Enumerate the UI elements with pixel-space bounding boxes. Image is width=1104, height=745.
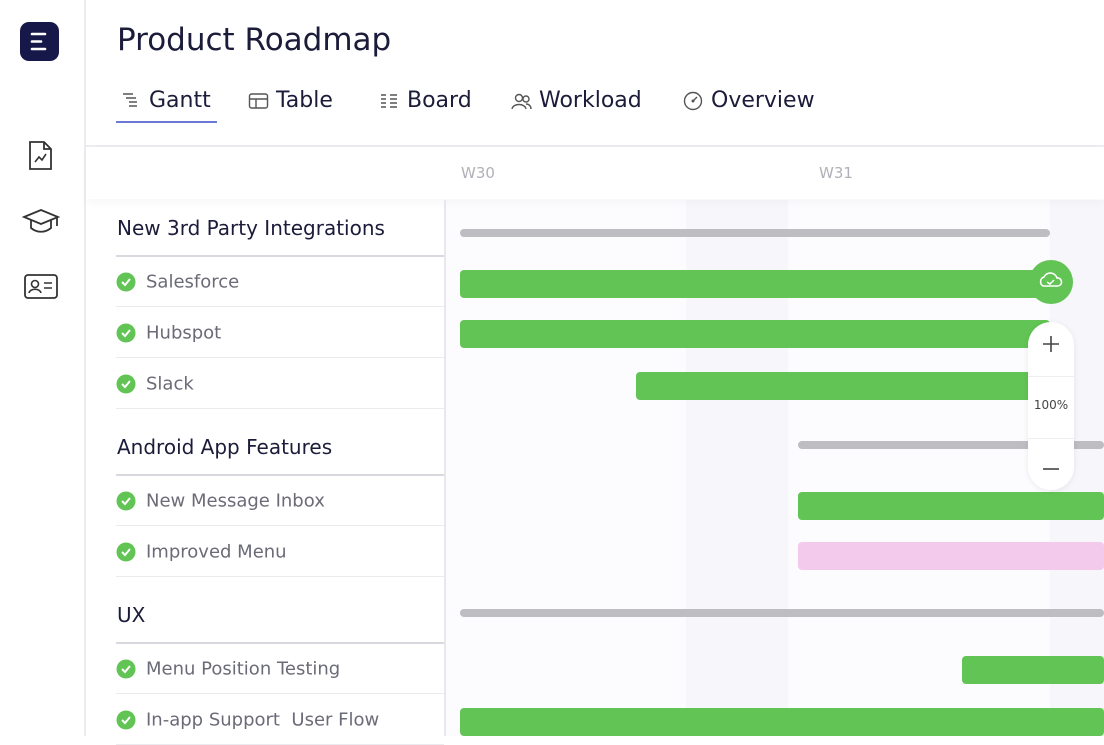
summary-bar [460,229,1050,237]
task-name[interactable]: New Message Inbox [146,490,325,512]
tab-underline [116,121,217,123]
row-divider [116,576,444,577]
group-divider [116,255,444,257]
tab[interactable]: Gantt [121,88,211,113]
page-title: Product Roadmap [117,22,392,58]
tab-icon [123,92,137,107]
task-bar[interactable] [636,372,1050,400]
tab-label: Table [276,88,333,113]
row-divider [116,357,444,358]
task-bar[interactable] [798,492,1104,520]
tab[interactable]: Workload [511,88,642,113]
check-icon [116,374,136,394]
tab[interactable]: Table [248,88,333,113]
week-label: W31 [819,164,853,182]
tab[interactable]: Overview [683,88,815,113]
check-icon [116,272,136,292]
check-icon [116,491,136,511]
check-icon [116,323,136,343]
check-icon [116,542,136,562]
week-header [86,147,1104,199]
group-title[interactable]: Android App Features [117,435,333,459]
task-name[interactable]: Salesforce [146,271,240,293]
logo[interactable] [20,22,59,61]
tab-icon [511,93,532,109]
group-title[interactable]: UX [117,603,146,627]
row-divider [116,693,444,694]
week-label: W30 [461,164,495,182]
contacts-icon[interactable] [23,273,59,301]
summary-bar [460,609,1104,617]
zoom-level: 100% [1033,398,1069,412]
check-icon [116,710,136,730]
group-title[interactable]: New 3rd Party Integrations [117,216,385,240]
row-divider [116,408,444,409]
task-name[interactable]: Menu Position Testing [146,658,341,680]
summary-bar [798,441,1104,449]
check-icon [116,659,136,679]
docs-icon[interactable] [27,140,55,172]
sync-button[interactable] [1028,259,1074,305]
zoom-control: 100% [1028,322,1074,490]
row-divider [116,306,444,307]
learn-icon[interactable] [22,207,60,237]
tab-label: Overview [711,88,815,113]
tab-label: Gantt [149,88,211,113]
task-bar[interactable] [460,708,1104,736]
task-name[interactable]: Improved Menu [146,541,287,563]
task-name[interactable]: Hubspot [146,322,222,344]
tab-label: Workload [539,88,642,113]
task-name[interactable]: In-app Support User Flow [146,709,380,731]
tab-icon [381,93,397,108]
sidebar [0,0,86,736]
tab[interactable]: Board [379,88,472,113]
task-bar[interactable] [460,320,1050,348]
task-bar[interactable] [962,656,1104,684]
divider [86,145,1104,147]
group-divider [116,642,444,644]
tab-label: Board [407,88,472,113]
zoom-out[interactable] [1041,459,1061,479]
row-divider [116,525,444,526]
column-divider [444,200,446,736]
tab-icon [248,92,269,109]
tab-icon [683,91,703,110]
task-name[interactable]: Slack [146,373,194,395]
task-bar[interactable] [460,270,1050,298]
task-bar[interactable] [798,542,1104,570]
group-divider [116,474,444,476]
zoom-in[interactable] [1041,334,1061,354]
